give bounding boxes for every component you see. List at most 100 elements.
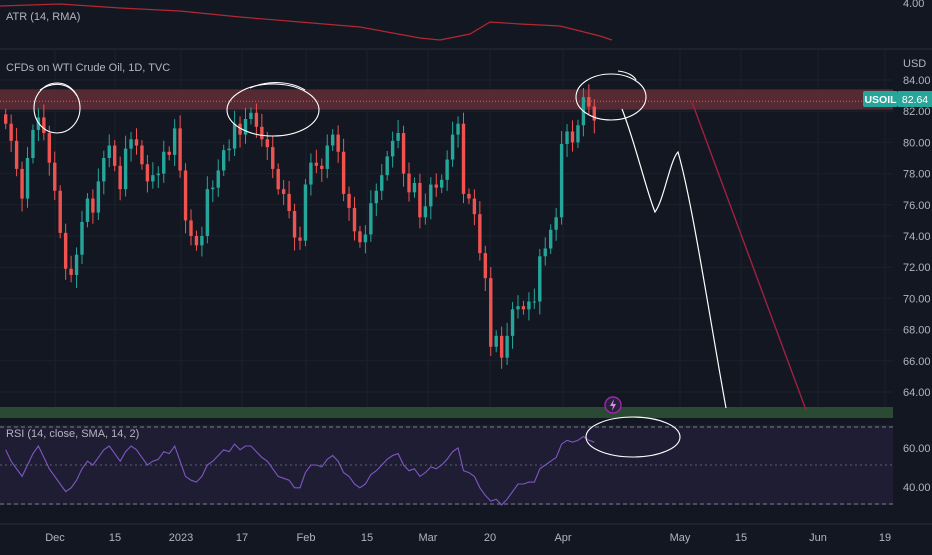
candle [385, 150, 389, 181]
candle-body [156, 173, 160, 176]
symbol-tag[interactable] [863, 91, 898, 107]
main-title: CFDs on WTI Crude Oil, 1D, TVC [6, 62, 170, 74]
candle [396, 120, 400, 149]
candle [63, 223, 68, 280]
candle-body [238, 123, 242, 135]
candle-body [14, 140, 19, 169]
candle-body [499, 335, 504, 358]
candle-body [325, 145, 329, 169]
candle-body [254, 112, 259, 127]
price-tick: 76.00 [903, 200, 931, 212]
top-circle-2-stroke [249, 82, 306, 91]
candle [31, 124, 35, 164]
candle-body [341, 151, 346, 194]
candle [118, 156, 122, 201]
candle-body [358, 231, 362, 243]
last-price-tag[interactable] [898, 91, 932, 107]
candle [456, 116, 460, 148]
candle [549, 224, 553, 254]
candle-body [271, 147, 275, 169]
last-price-label: 82.64 [902, 94, 928, 106]
top-circle-2[interactable] [226, 83, 320, 137]
price-tick: 64.00 [903, 387, 931, 399]
rsi-tick-40: 40.00 [903, 482, 931, 494]
candle [554, 208, 558, 241]
candle-body [211, 187, 215, 190]
candle [287, 180, 291, 219]
candle [178, 115, 182, 178]
price-tick: 78.00 [903, 169, 931, 181]
candle [450, 121, 455, 167]
candle [527, 292, 531, 321]
candle [271, 136, 275, 179]
candle-body [483, 253, 487, 279]
candle-body [303, 184, 308, 241]
atr-tick: 4.00 [903, 0, 924, 10]
candle [521, 300, 526, 315]
time-tick: Feb [297, 532, 316, 544]
candle [543, 237, 547, 266]
candle [53, 151, 57, 200]
candle-body [450, 134, 455, 160]
time-tick: 20 [484, 532, 496, 544]
candle [309, 153, 313, 196]
candle-body [412, 182, 417, 193]
candle-body [194, 236, 199, 246]
candle-body [336, 134, 340, 152]
top-circle-1[interactable] [33, 82, 81, 134]
candle-body [576, 125, 580, 143]
candle [440, 174, 444, 194]
candle [314, 149, 319, 174]
rsi-title: RSI (14, close, SMA, 14, 2) [6, 428, 139, 440]
candle [347, 186, 351, 221]
support-zone [0, 407, 893, 418]
candle [69, 255, 73, 283]
candle [211, 180, 215, 203]
candle [576, 119, 580, 148]
candle-body [467, 193, 471, 199]
candle-body [102, 158, 106, 182]
candle-body [183, 170, 188, 221]
candle-body [151, 175, 155, 182]
candle [194, 230, 199, 251]
candle [129, 131, 133, 162]
candle [227, 139, 231, 162]
candle-body [489, 278, 493, 347]
candle-body [172, 128, 177, 155]
candle [216, 159, 220, 197]
candle-body [74, 254, 79, 275]
candle [499, 326, 504, 369]
candle [483, 245, 487, 292]
candle-body [123, 148, 128, 190]
candle [85, 193, 90, 228]
candle-body [232, 123, 237, 149]
time-tick: 17 [236, 532, 248, 544]
candle-body [456, 123, 460, 135]
candle-body [440, 179, 444, 188]
candle [162, 140, 166, 183]
candle [532, 288, 537, 309]
user-drawings[interactable] [33, 70, 807, 411]
candle-body [565, 131, 569, 144]
candle [363, 225, 368, 254]
candle [390, 131, 395, 168]
projection-line[interactable] [691, 101, 807, 411]
price-tick: 70.00 [903, 293, 931, 305]
candle [369, 190, 373, 242]
candle-body [178, 128, 182, 171]
rsi-circle[interactable] [585, 416, 681, 458]
candle [91, 189, 95, 224]
candle [510, 301, 515, 349]
lightning-icon [610, 399, 616, 411]
candle-body [31, 129, 35, 158]
top-circle-1-stroke [39, 83, 78, 97]
candle-body [85, 198, 90, 222]
top-circle-3[interactable] [575, 73, 647, 121]
time-tick: 15 [735, 532, 747, 544]
candle [156, 166, 160, 189]
candle-body [494, 335, 498, 347]
projection-path[interactable] [621, 108, 727, 409]
candle-body [472, 198, 477, 215]
